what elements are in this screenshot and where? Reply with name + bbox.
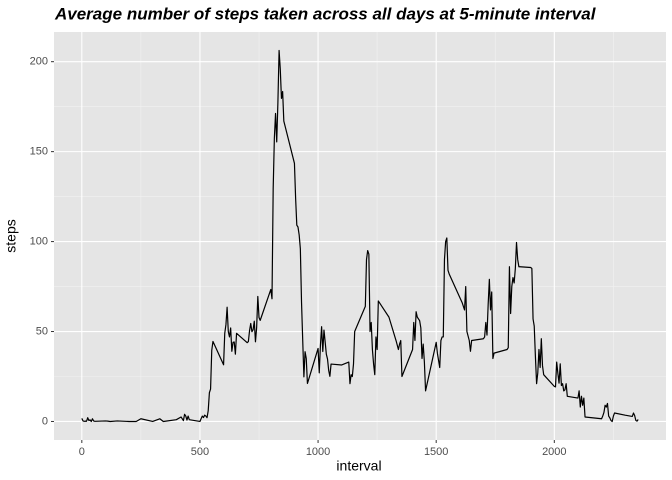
x-tick-label: 0 xyxy=(79,446,85,458)
y-tick-label: 0 xyxy=(42,415,48,427)
x-tick-label: 1500 xyxy=(424,446,448,458)
y-tick-label: 200 xyxy=(30,56,48,68)
data-line xyxy=(81,49,639,423)
y-tick-label: 150 xyxy=(30,146,48,158)
y-axis-title: steps xyxy=(3,219,19,252)
x-tick-label: 1000 xyxy=(306,446,330,458)
x-axis-title: interval xyxy=(336,458,381,474)
plot-panel xyxy=(54,32,666,440)
y-tick-label: 100 xyxy=(30,235,48,247)
x-tick-label: 500 xyxy=(191,446,209,458)
y-tick-label: 50 xyxy=(36,325,48,337)
chart-title: Average number of steps taken across all… xyxy=(54,4,597,23)
x-tick-label: 2000 xyxy=(542,446,566,458)
